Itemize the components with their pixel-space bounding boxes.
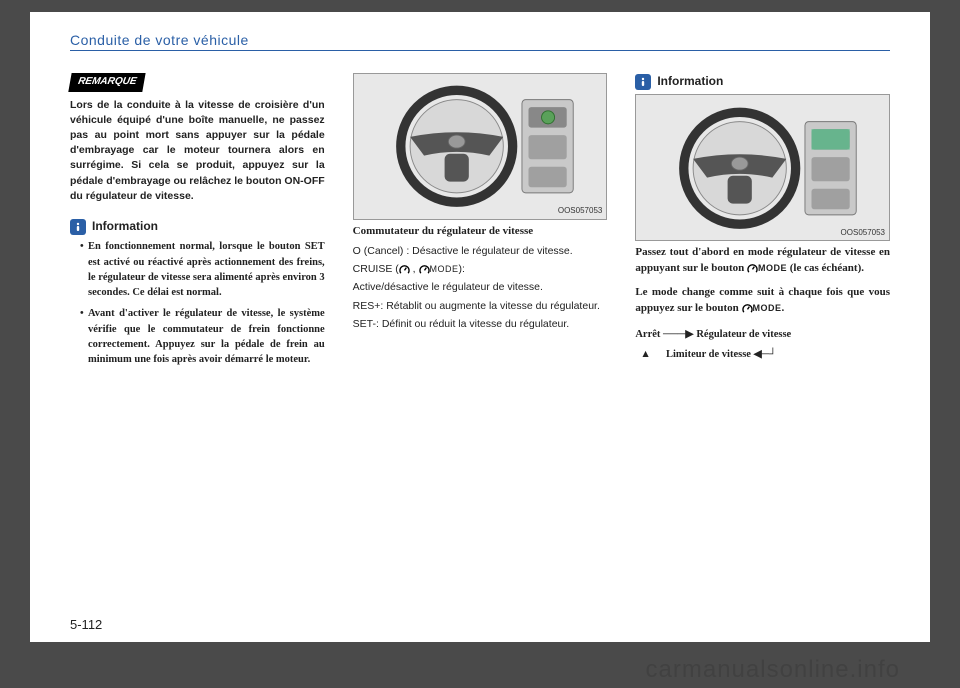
information-header: Information xyxy=(635,73,890,90)
steering-wheel-figure: OOS057053 xyxy=(353,73,608,220)
speedometer-icon xyxy=(747,263,758,274)
para1-suffix: (le cas échéant). xyxy=(787,262,864,274)
cruise-suffix: ): xyxy=(459,263,465,275)
steering-wheel-illustration xyxy=(360,81,600,212)
mode-label: MODE xyxy=(430,264,459,274)
bullet-text: Avant d'activer le régulateur de vitesse… xyxy=(88,306,325,367)
res-line: RES+: Rétablit ou augmente la vitesse du… xyxy=(353,299,608,314)
cancel-line: O (Cancel) : Désactive le régulateur de … xyxy=(353,244,608,259)
information-header: Information xyxy=(70,218,325,235)
mode-label: MODE xyxy=(753,303,782,313)
bullet-dot: • xyxy=(80,306,88,367)
information-title: Information xyxy=(657,73,723,90)
cruise-prefix: CRUISE ( xyxy=(353,263,399,275)
watermark-text: carmanualsonline.info xyxy=(646,656,900,684)
information-list: • En fonctionnement normal, lorsque le b… xyxy=(70,239,325,367)
page-header-title: Conduite de votre véhicule xyxy=(70,32,890,48)
bullet-text: En fonctionnement normal, lorsque le bou… xyxy=(88,239,325,300)
flow-row-2: ▲ Limiteur de vitesse ◀─┘ xyxy=(635,345,890,365)
para-2: Le mode change comme suit à chaque fois … xyxy=(635,285,890,317)
figure-code: OOS057053 xyxy=(841,227,885,239)
para2-suffix: . xyxy=(782,302,785,314)
flow-cruise: Régulateur de vitesse xyxy=(696,329,791,340)
header-divider xyxy=(70,50,890,51)
information-icon xyxy=(635,74,651,90)
mode-label: MODE xyxy=(758,263,787,273)
bullet-dot: • xyxy=(80,239,88,300)
information-title: Information xyxy=(92,218,158,235)
column-1: REMARQUE Lors de la conduite à la vitess… xyxy=(70,73,325,373)
cruise-desc: Active/désactive le régulateur de vitess… xyxy=(353,280,608,295)
body-text: O (Cancel) : Désactive le régulateur de … xyxy=(353,244,608,332)
set-line: SET-: Définit ou réduit la vitesse du ré… xyxy=(353,317,608,332)
column-2: OOS057053 Commutateur du régulateur de v… xyxy=(353,73,608,373)
speedometer-icon xyxy=(399,264,410,275)
list-item: • En fonctionnement normal, lorsque le b… xyxy=(80,239,325,300)
flow-row-1: Arrêt ───▶ Régulateur de vitesse xyxy=(635,325,890,345)
list-item: • Avant d'activer le régulateur de vites… xyxy=(80,306,325,367)
content-columns: REMARQUE Lors de la conduite à la vitess… xyxy=(70,73,890,373)
commutateur-subhead: Commutateur du régulateur de vitesse xyxy=(353,224,608,240)
remarque-badge: REMARQUE xyxy=(68,73,146,92)
steering-wheel-figure: OOS057053 xyxy=(635,94,890,241)
flow-off: Arrêt xyxy=(635,329,660,340)
para-1: Passez tout d'abord en mode régulateur d… xyxy=(635,245,890,277)
steering-wheel-illustration xyxy=(643,103,883,234)
cruise-line: CRUISE ( , MODE): xyxy=(353,262,608,277)
information-icon xyxy=(70,219,86,235)
column-3: Information OOS057053 Pass xyxy=(635,73,890,373)
remarque-body: Lors de la conduite à la vitesse de croi… xyxy=(70,98,325,205)
figure-code: OOS057053 xyxy=(558,205,602,217)
speedometer-icon xyxy=(419,264,430,275)
arrow-left-icon: ◀─┘ xyxy=(754,348,777,360)
arrow-up-icon: ▲ xyxy=(640,348,650,360)
arrow-right-icon: ───▶ xyxy=(663,328,696,340)
mode-flow-diagram: Arrêt ───▶ Régulateur de vitesse ▲ Limit… xyxy=(635,325,890,365)
flow-limiter: Limiteur de vitesse xyxy=(666,349,751,360)
cruise-sep: , xyxy=(410,263,419,275)
page-number: 5-112 xyxy=(70,617,102,632)
speedometer-icon xyxy=(742,303,753,314)
